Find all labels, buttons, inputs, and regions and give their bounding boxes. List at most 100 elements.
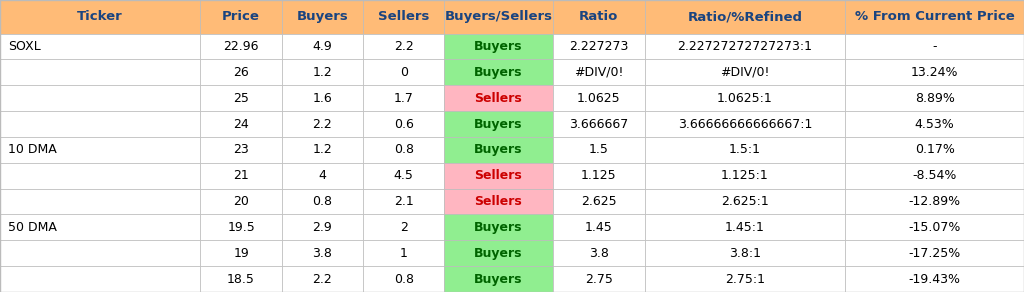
Bar <box>0 214 201 240</box>
Text: 19: 19 <box>233 247 249 260</box>
Text: 3.8: 3.8 <box>312 247 333 260</box>
Text: 2.227273: 2.227273 <box>569 40 629 53</box>
Bar <box>362 214 444 240</box>
Bar <box>553 34 645 60</box>
Text: 0.6: 0.6 <box>393 117 414 131</box>
Bar <box>201 137 282 163</box>
Bar <box>0 189 201 214</box>
Bar <box>645 34 845 60</box>
Text: 1.7: 1.7 <box>393 92 414 105</box>
Text: 2.2: 2.2 <box>394 40 414 53</box>
Text: 1.45:1: 1.45:1 <box>725 221 765 234</box>
Bar <box>645 0 845 34</box>
Text: 3.8: 3.8 <box>589 247 608 260</box>
Text: 2.2: 2.2 <box>312 272 332 286</box>
Bar <box>282 0 362 34</box>
Bar <box>201 0 282 34</box>
Text: 50 DMA: 50 DMA <box>8 221 57 234</box>
Text: 2.2: 2.2 <box>312 117 332 131</box>
Bar <box>362 189 444 214</box>
Bar <box>0 163 201 189</box>
Bar <box>645 266 845 292</box>
Bar <box>553 85 645 111</box>
Bar <box>362 85 444 111</box>
Text: 2.625:1: 2.625:1 <box>721 195 769 208</box>
Bar <box>0 85 201 111</box>
Bar <box>362 163 444 189</box>
Bar <box>201 214 282 240</box>
Text: #DIV/0!: #DIV/0! <box>573 66 624 79</box>
Text: 2: 2 <box>399 221 408 234</box>
Text: Buyers: Buyers <box>474 66 522 79</box>
Text: 1: 1 <box>399 247 408 260</box>
Bar <box>845 85 1024 111</box>
Bar <box>444 163 553 189</box>
Text: -19.43%: -19.43% <box>908 272 961 286</box>
Bar <box>444 85 553 111</box>
Bar <box>201 266 282 292</box>
Text: 0.8: 0.8 <box>312 195 333 208</box>
Bar <box>645 85 845 111</box>
Bar <box>444 0 553 34</box>
Bar <box>282 163 362 189</box>
Bar <box>282 266 362 292</box>
Bar <box>553 60 645 85</box>
Text: -12.89%: -12.89% <box>908 195 961 208</box>
Bar <box>645 111 845 137</box>
Bar <box>553 163 645 189</box>
Bar <box>282 85 362 111</box>
Bar <box>845 137 1024 163</box>
Text: Sellers: Sellers <box>474 195 522 208</box>
Text: #DIV/0!: #DIV/0! <box>720 66 770 79</box>
Bar <box>362 137 444 163</box>
Bar <box>444 189 553 214</box>
Text: 13.24%: 13.24% <box>911 66 958 79</box>
Bar <box>362 34 444 60</box>
Bar <box>845 240 1024 266</box>
Text: 1.5: 1.5 <box>589 143 608 157</box>
Bar <box>444 137 553 163</box>
Text: Buyers: Buyers <box>474 40 522 53</box>
Bar <box>645 214 845 240</box>
Text: 1.0625:1: 1.0625:1 <box>717 92 773 105</box>
Text: 10 DMA: 10 DMA <box>8 143 57 157</box>
Bar <box>201 111 282 137</box>
Bar <box>201 34 282 60</box>
Text: 2.22727272727273:1: 2.22727272727273:1 <box>678 40 812 53</box>
Text: 4.9: 4.9 <box>312 40 332 53</box>
Text: 1.45: 1.45 <box>585 221 612 234</box>
Text: 0.8: 0.8 <box>393 272 414 286</box>
Text: -8.54%: -8.54% <box>912 169 956 182</box>
Text: 23: 23 <box>233 143 249 157</box>
Text: Ratio: Ratio <box>579 10 618 23</box>
Text: -: - <box>933 40 937 53</box>
Text: -17.25%: -17.25% <box>908 247 961 260</box>
Bar <box>444 111 553 137</box>
Text: 3.666667: 3.666667 <box>569 117 629 131</box>
Bar <box>645 60 845 85</box>
Text: 0.8: 0.8 <box>393 143 414 157</box>
Bar <box>201 60 282 85</box>
Text: 1.2: 1.2 <box>312 143 332 157</box>
Bar <box>362 0 444 34</box>
Text: Buyers: Buyers <box>474 117 522 131</box>
Bar <box>362 60 444 85</box>
Text: 2.1: 2.1 <box>394 195 414 208</box>
Text: 2.625: 2.625 <box>581 195 616 208</box>
Bar <box>444 266 553 292</box>
Bar <box>553 137 645 163</box>
Bar <box>444 214 553 240</box>
Text: 2.9: 2.9 <box>312 221 332 234</box>
Text: 1.125:1: 1.125:1 <box>721 169 769 182</box>
Text: 18.5: 18.5 <box>227 272 255 286</box>
Bar <box>553 111 645 137</box>
Text: 22.96: 22.96 <box>223 40 259 53</box>
Text: 21: 21 <box>233 169 249 182</box>
Text: 3.8:1: 3.8:1 <box>729 247 761 260</box>
Text: 4.53%: 4.53% <box>914 117 954 131</box>
Text: 4.5: 4.5 <box>393 169 414 182</box>
Bar <box>201 163 282 189</box>
Bar <box>282 189 362 214</box>
Text: 20: 20 <box>233 195 249 208</box>
Text: 1.5:1: 1.5:1 <box>729 143 761 157</box>
